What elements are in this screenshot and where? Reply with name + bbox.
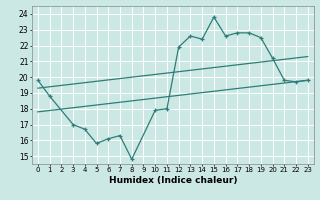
X-axis label: Humidex (Indice chaleur): Humidex (Indice chaleur) bbox=[108, 176, 237, 185]
